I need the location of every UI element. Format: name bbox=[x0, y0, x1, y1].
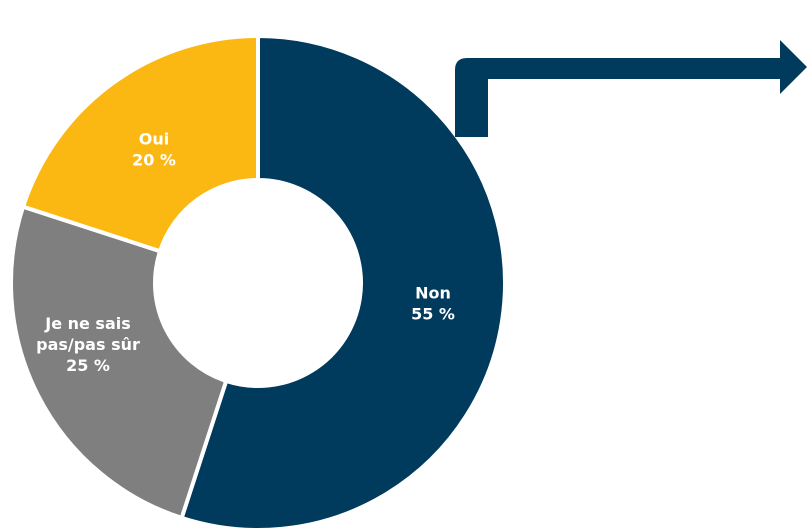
donut-slice-1 bbox=[9, 204, 229, 521]
slice-label-0: Non 55 % bbox=[411, 284, 455, 324]
bent-arrow-right-icon bbox=[455, 40, 807, 137]
donut-slice-0 bbox=[179, 33, 507, 530]
slice-name-text: Oui bbox=[139, 130, 169, 149]
slice-value-text: 20 % bbox=[132, 151, 176, 170]
labels-group: Non 55 % Je ne sais pas/pas sûr 25 % Oui 20 % bbox=[36, 130, 455, 376]
slice-label-1: Je ne sais pas/pas sûr 25 % bbox=[36, 314, 140, 375]
slice-name-text: Non bbox=[415, 284, 451, 303]
slice-value-text: 25 % bbox=[66, 356, 110, 375]
slices-group bbox=[9, 33, 507, 530]
donut-slice-2 bbox=[20, 33, 260, 254]
slice-value-text: 55 % bbox=[411, 305, 455, 324]
slice-name-text: pas/pas sûr bbox=[36, 335, 140, 354]
slice-name-text: Je ne sais bbox=[44, 314, 131, 333]
slice-label-2: Oui 20 % bbox=[132, 130, 176, 170]
